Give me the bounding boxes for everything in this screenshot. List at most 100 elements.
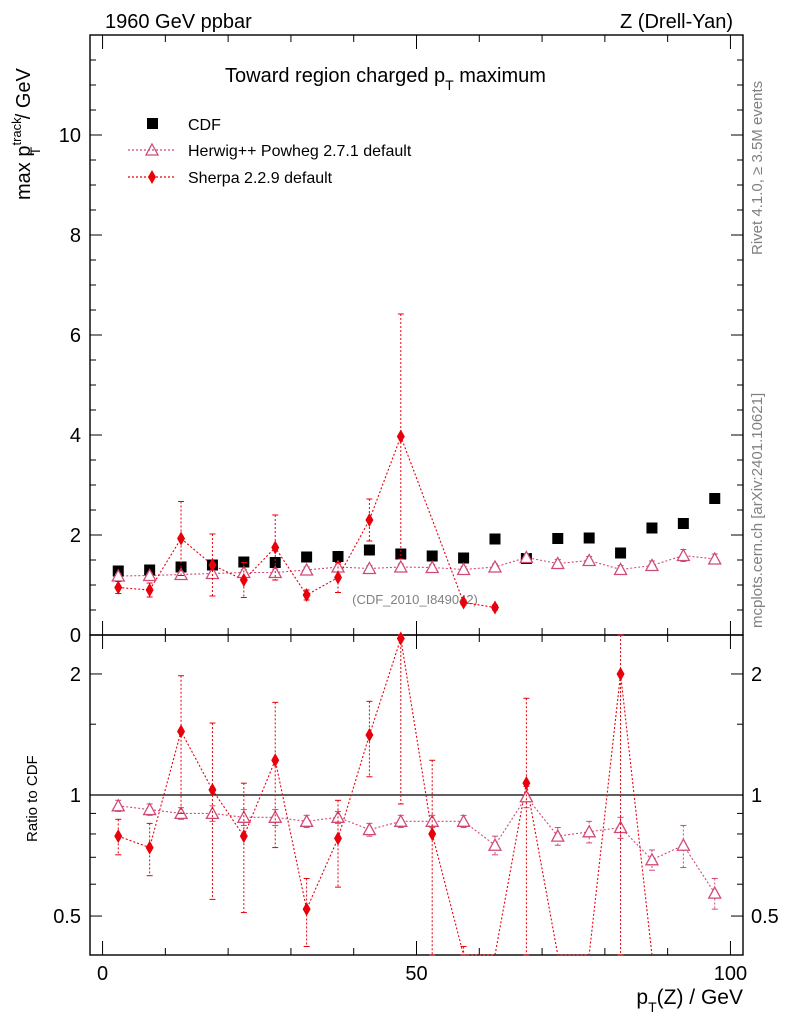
x-axis-label-rest: (Z) / GeV: [657, 986, 743, 1009]
header-left: 1960 GeV ppbar: [105, 11, 252, 33]
main-sherpa-point: [396, 429, 405, 444]
chart-title: Toward region charged pT maximum: [225, 65, 546, 93]
legend-herwig-label: Herwig++ Powheg 2.7.1 default: [188, 143, 412, 160]
main-sherpa-point: [365, 513, 374, 527]
main-cdf-point: [269, 557, 281, 568]
legend-item-herwig: Herwig++ Powheg 2.7.1 default: [128, 142, 412, 160]
ratio-herwig-point: [550, 828, 565, 842]
y-axis-label-unit: / GeV: [13, 67, 35, 124]
ratio-herwig-point: [487, 837, 503, 851]
ratio-series-marks: [111, 631, 722, 956]
ratio-sherpa-point: [334, 831, 343, 846]
main-sherpa-point: [114, 580, 123, 595]
chart-title-sub: T: [445, 77, 454, 93]
ratio-sherpa-point: [208, 782, 217, 797]
ratio-herwig-point: [299, 813, 314, 827]
legend-item-sherpa: Sherpa 2.2.9 default: [128, 170, 333, 187]
ratio-sherpa-line: [118, 638, 653, 956]
analysis-watermark: (CDF_2010_I849042): [352, 592, 478, 607]
main-cdf-point: [646, 522, 658, 534]
main-cdf-point: [583, 532, 595, 544]
main-herwig-point: [142, 568, 157, 582]
ratio-ytick-label-right: 1: [751, 785, 762, 807]
main-cdf-point: [615, 547, 627, 559]
legend-cdf-marker: [147, 118, 158, 129]
y-axis-label-sub: T: [27, 146, 43, 155]
main-ytick-label: 0: [70, 625, 81, 647]
main-cdf-point: [709, 493, 721, 504]
main-herwig-point: [676, 548, 691, 562]
main-ytick-label: 6: [70, 325, 81, 347]
main-sherpa-line: [118, 434, 496, 609]
main-sherpa-point: [208, 558, 217, 572]
ratio-sherpa-point: [177, 724, 186, 739]
main-sherpa-point: [177, 531, 186, 546]
y-axis-label-main: max p: [13, 146, 35, 200]
main-ytick-label: 10: [59, 125, 81, 147]
legend: CDF Herwig++ Powheg 2.7.1 default Sherpa…: [128, 117, 412, 187]
ratio-y-axis-label: Ratio to CDF: [24, 755, 41, 842]
y-axis-label-sup: track: [9, 117, 24, 146]
main-sherpa-point: [334, 570, 343, 585]
ratio-herwig-point: [644, 852, 660, 866]
main-series-marks: [111, 313, 722, 615]
main-herwig-line: [118, 554, 715, 577]
main-herwig-point: [362, 561, 377, 575]
xtick-label: 0: [97, 963, 108, 985]
chart-title-rest: maximum: [454, 65, 546, 87]
legend-cdf-label: CDF: [188, 117, 221, 134]
main-ytick-label: 2: [70, 525, 81, 547]
main-herwig-point: [582, 553, 597, 567]
ratio-herwig-point: [393, 813, 408, 827]
ratio-herwig-point: [268, 809, 283, 823]
main-herwig-point: [487, 559, 503, 573]
ratio-series-lines: [118, 638, 716, 956]
main-cdf-point: [677, 518, 689, 529]
ratio-sherpa-point: [302, 902, 311, 917]
main-sherpa-point: [459, 595, 468, 610]
main-ytick-label: 4: [70, 425, 81, 447]
x-axis-label-sub: T: [648, 999, 657, 1015]
xtick-label: 100: [714, 963, 747, 985]
y-axis-label: max ptrackT / GeV: [9, 67, 43, 200]
ratio-herwig-point: [582, 824, 597, 838]
main-herwig-point: [456, 562, 471, 576]
xtick-label: 50: [405, 963, 427, 985]
ratio-sherpa-point: [114, 829, 123, 844]
main-herwig-point: [393, 559, 408, 573]
ratio-sherpa-point: [522, 776, 531, 791]
ratio-herwig-line: [118, 795, 716, 894]
main-herwig-point: [519, 550, 534, 564]
main-cdf-point: [301, 551, 313, 563]
ratio-herwig-point: [456, 813, 471, 827]
rivet-label: Rivet 4.1.0, ≥ 3.5M events: [749, 81, 766, 255]
ratio-sherpa-point: [145, 840, 154, 855]
main-cdf-point: [489, 533, 501, 545]
header-right: Z (Drell-Yan): [620, 11, 733, 33]
chart-title-main: Toward region charged p: [225, 65, 445, 87]
legend-herwig-marker: [144, 142, 160, 156]
x-axis-label-main: p: [636, 986, 648, 1009]
main-herwig-point: [550, 556, 565, 570]
ratio-sherpa-point: [365, 728, 374, 743]
main-herwig-point: [299, 562, 314, 576]
main-sherpa-point: [145, 583, 154, 597]
legend-item-cdf: CDF: [147, 117, 221, 134]
main-sherpa-point: [302, 588, 311, 602]
x-axis-label: pT(Z) / GeV: [636, 986, 743, 1015]
ratio-herwig-point: [111, 798, 126, 812]
main-sherpa-point: [239, 573, 248, 587]
main-herwig-point: [707, 551, 722, 565]
ratio-ytick-label: 2: [70, 664, 81, 686]
main-cdf-point: [426, 550, 438, 562]
main-cdf-point: [552, 533, 564, 544]
ratio-sherpa-point: [271, 753, 280, 768]
ratio-ytick-label: 1: [70, 785, 81, 807]
main-cdf-point: [458, 552, 470, 564]
ratio-sherpa-point: [239, 829, 248, 844]
main-cdf-point: [332, 551, 344, 562]
ratio-sherpa-point: [428, 826, 437, 841]
main-cdf-point: [363, 544, 375, 556]
